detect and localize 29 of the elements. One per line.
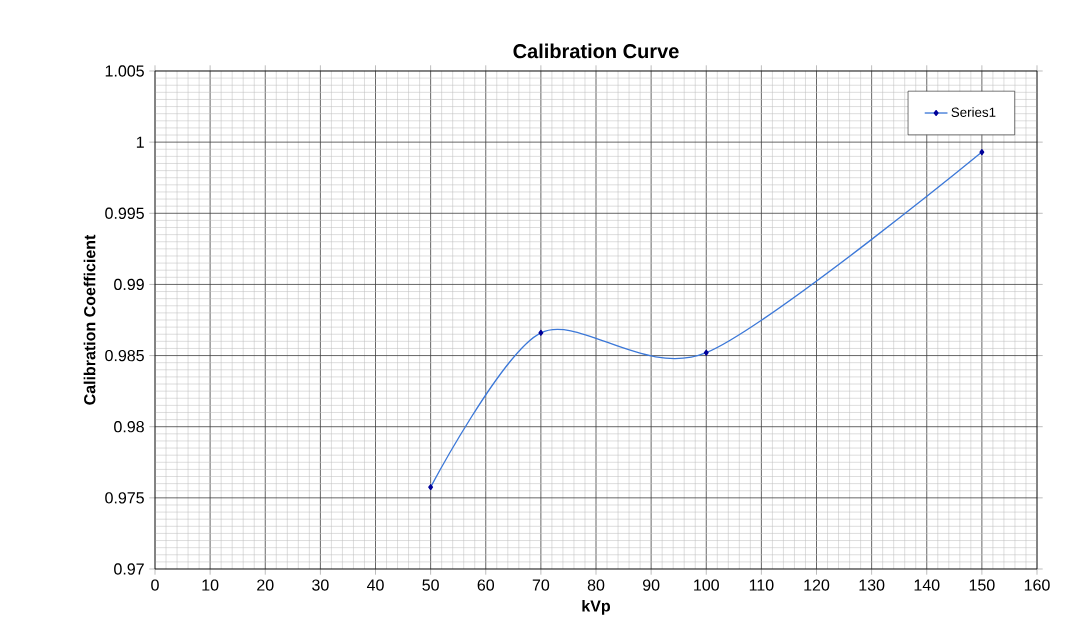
x-tick-label: 130	[859, 579, 885, 591]
y-tick-label: 0.995	[105, 207, 144, 219]
y-tick-label: 1.005	[105, 65, 144, 77]
x-tick-label: 120	[804, 579, 830, 591]
x-tick-label: 30	[312, 579, 329, 591]
y-tick-label: 0.98	[114, 421, 144, 433]
chart-title: Calibration Curve	[513, 43, 679, 59]
y-tick-label: 0.975	[105, 492, 144, 504]
x-tick-label: 90	[642, 579, 660, 591]
x-tick-label: 60	[477, 579, 495, 591]
x-tick-label: 160	[1024, 579, 1050, 591]
x-tick-label: 20	[257, 579, 274, 591]
x-tick-label: 80	[587, 579, 605, 591]
x-tick-label: 0	[151, 579, 159, 591]
y-tick-label: 0.985	[105, 349, 144, 362]
y-tick-label: 0.97	[114, 563, 144, 575]
x-tick-label: 110	[749, 579, 774, 591]
x-tick-label: 150	[969, 579, 995, 591]
y-tick-label: 0.99	[114, 278, 144, 291]
legend-label: Series1	[951, 107, 996, 117]
x-tick-label: 70	[532, 579, 550, 591]
x-axis-title: kVp	[582, 599, 611, 615]
x-tick-label: 50	[422, 579, 439, 591]
x-tick-label: 10	[202, 579, 219, 591]
y-tick-label: 1	[136, 136, 144, 148]
x-tick-label: 100	[694, 579, 719, 591]
x-tick-label: 140	[914, 579, 940, 591]
y-axis-title: Calibration Coefficient	[83, 234, 96, 405]
x-tick-label: 40	[366, 579, 384, 591]
